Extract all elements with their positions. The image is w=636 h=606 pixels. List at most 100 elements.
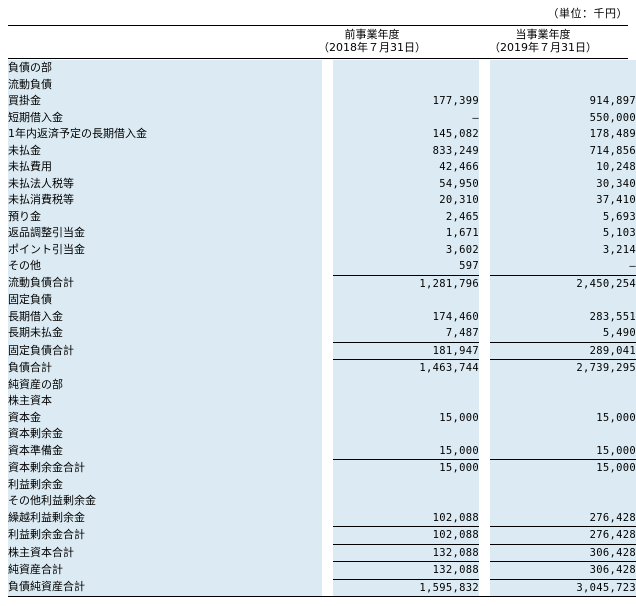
column-gap xyxy=(479,76,490,93)
table-row: 繰越利益剰余金 102,088 276,428 xyxy=(8,509,636,527)
column-gap xyxy=(479,579,490,597)
column-gap xyxy=(479,275,490,292)
prior-year-value: 597 xyxy=(333,258,479,275)
current-year-value: 306,428 xyxy=(490,543,636,562)
current-year-value: 10,248 xyxy=(490,159,636,176)
table-row: ポイント引当金 3,602 3,214 xyxy=(8,241,636,258)
row-label: 短期借入金 xyxy=(8,109,322,126)
prior-year-value: 15,000 xyxy=(333,459,479,477)
column-gap xyxy=(322,192,333,209)
row-label: その他 xyxy=(8,258,322,275)
column-gap xyxy=(479,109,490,126)
current-year-value: 15,000 xyxy=(490,409,636,426)
table-row: 純資産合計 132,088 306,428 xyxy=(8,561,636,579)
table-row: 固定負債合計 181,947 289,041 xyxy=(8,341,636,360)
column-gap xyxy=(322,526,333,544)
row-label: 負債純資産合計 xyxy=(8,579,322,597)
column-gap xyxy=(479,325,490,342)
table-row: 負債合計 1,463,744 2,739,295 xyxy=(8,359,636,377)
column-gap xyxy=(322,76,333,93)
column-gap xyxy=(479,476,490,493)
column-gap xyxy=(479,493,490,510)
row-label: 純資産合計 xyxy=(8,561,322,579)
current-year-value: ― xyxy=(490,258,636,275)
table-row: 負債の部 xyxy=(8,60,636,77)
table-row: 固定負債 xyxy=(8,292,636,309)
column-gap xyxy=(479,544,490,562)
column-gap xyxy=(322,376,333,393)
row-label: 繰越利益剰余金 xyxy=(8,509,322,527)
row-label: 株主資本合計 xyxy=(8,544,322,562)
column-gap xyxy=(322,258,333,275)
column-gap xyxy=(322,175,333,192)
prior-year-value xyxy=(333,426,479,443)
column-gap xyxy=(479,175,490,192)
current-year-value: 37,410 xyxy=(490,192,636,209)
current-year-value xyxy=(490,476,636,493)
column-gap xyxy=(322,225,333,242)
prior-year-value: 2,465 xyxy=(333,208,479,225)
prior-year-value: 102,088 xyxy=(333,526,479,544)
column-gap xyxy=(479,60,490,77)
row-label: 固定負債合計 xyxy=(8,342,322,360)
table-row: 資本剰余金合計 15,000 15,000 xyxy=(8,459,636,477)
column-gap xyxy=(322,308,333,325)
row-label: 資本金 xyxy=(8,409,322,426)
table-row: 返品調整引当金 1,671 5,103 xyxy=(8,225,636,242)
row-label: 1年内返済予定の長期借入金 xyxy=(8,126,322,143)
column-gap xyxy=(322,359,333,377)
column-gap xyxy=(322,442,333,460)
column-gap xyxy=(479,342,490,360)
current-year-value: 178,489 xyxy=(490,126,636,143)
column-gap xyxy=(479,292,490,309)
row-label: 固定負債 xyxy=(8,292,322,309)
prior-year-value: 1,595,832 xyxy=(333,578,479,597)
prior-year-value: 833,249 xyxy=(333,142,479,159)
column-gap xyxy=(322,275,333,292)
current-year-value: 276,428 xyxy=(490,509,636,527)
table-row: 流動負債合計 1,281,796 2,450,254 xyxy=(8,274,636,292)
current-year-value: 714,856 xyxy=(490,142,636,159)
table-row: 純資産の部 xyxy=(8,376,636,393)
row-label: 長期借入金 xyxy=(8,308,322,325)
current-year-value: 15,000 xyxy=(490,442,636,460)
column-gap xyxy=(322,126,333,143)
column-header-current-year-date: （2019年７月31日） xyxy=(489,41,597,54)
prior-year-value: 132,088 xyxy=(333,543,479,562)
row-label: 未払消費税等 xyxy=(8,192,322,209)
prior-year-value: 42,466 xyxy=(333,159,479,176)
row-label: 未払金 xyxy=(8,142,322,159)
column-gap xyxy=(479,258,490,275)
column-gap xyxy=(479,359,490,377)
current-year-value xyxy=(490,376,636,393)
row-label: 資本剰余金合計 xyxy=(8,459,322,477)
column-gap xyxy=(479,376,490,393)
prior-year-value: 7,487 xyxy=(333,325,479,342)
column-gap xyxy=(479,159,490,176)
column-gap xyxy=(322,426,333,443)
prior-year-value: 1,463,744 xyxy=(333,359,479,377)
table-row: 流動負債 xyxy=(8,76,636,93)
column-gap xyxy=(322,292,333,309)
table-row: 利益剰余金 xyxy=(8,476,636,493)
row-label: 負債合計 xyxy=(8,359,322,377)
current-year-value xyxy=(490,393,636,410)
prior-year-value xyxy=(333,76,479,93)
column-gap xyxy=(322,409,333,426)
table-row: 短期借入金 ― 550,000 xyxy=(8,109,636,126)
column-gap xyxy=(479,442,490,460)
row-label: 未払法人税等 xyxy=(8,175,322,192)
row-label: 利益剰余金合計 xyxy=(8,526,322,544)
column-gap xyxy=(479,126,490,143)
column-header-prior-year: 前事業年度 （2018年７月31日） xyxy=(297,28,447,54)
column-gap xyxy=(479,409,490,426)
row-label: 買掛金 xyxy=(8,93,322,110)
column-gap xyxy=(479,241,490,258)
prior-year-value: 1,671 xyxy=(333,225,479,242)
column-header-current-year: 当事業年度 （2019年７月31日） xyxy=(468,28,618,54)
prior-year-value: 20,310 xyxy=(333,192,479,209)
prior-year-value: 54,950 xyxy=(333,175,479,192)
prior-year-value: 15,000 xyxy=(333,442,479,460)
column-gap xyxy=(322,579,333,597)
